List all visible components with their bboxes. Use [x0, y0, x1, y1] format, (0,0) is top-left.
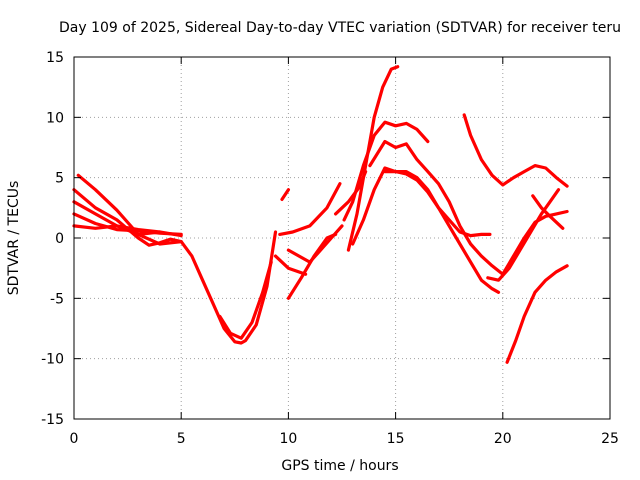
series-group — [72, 65, 569, 364]
grid — [74, 57, 610, 419]
y-axis-label: SDTVAR / TECUs — [6, 181, 22, 296]
series-line-arc-19 — [486, 188, 561, 282]
x-tick-label: 15 — [387, 431, 405, 447]
x-tick-labels: 0 5 10 15 20 25 — [70, 431, 619, 447]
x-tick-label: 25 — [601, 431, 619, 447]
series-line-arc-16 — [351, 166, 501, 294]
series-line-arc-21 — [531, 194, 565, 230]
series-line-arc-13 — [346, 65, 400, 252]
x-tick-label: 10 — [279, 431, 297, 447]
series-line-arc-18 — [462, 113, 569, 188]
series-line-arc-9 — [273, 254, 308, 276]
series-line-arc-5 — [72, 224, 162, 234]
chart-title: Day 109 of 2025, Sidereal Day-to-day VTE… — [59, 20, 621, 36]
series-line-arc-7 — [280, 188, 290, 201]
series-line-arc-17 — [383, 170, 492, 238]
x-tick-label: 20 — [494, 431, 512, 447]
series-line-arc-15 — [368, 139, 505, 276]
series-line-arc-20 — [501, 209, 569, 276]
series-line-arc-22 — [505, 264, 569, 364]
y-tick-label: -10 — [41, 352, 64, 368]
series-line-arc-8 — [278, 182, 342, 236]
series-line-arc-10 — [286, 232, 338, 300]
series-line-arc-11 — [286, 224, 344, 264]
series-line-arc-6 — [218, 260, 273, 340]
x-axis-label: GPS time / hours — [281, 458, 398, 474]
series-line-arc-14 — [342, 120, 430, 222]
x-tick-label: 0 — [70, 431, 79, 447]
y-tick-label: 15 — [46, 50, 64, 66]
y-tick-labels: -15 -10 -5 0 5 10 15 — [41, 50, 64, 428]
y-tick-label: 10 — [46, 110, 64, 126]
series-line-arc-4 — [72, 212, 183, 236]
y-tick-label: -15 — [41, 412, 64, 428]
series-line-arc-2 — [72, 188, 183, 247]
y-tick-label: 0 — [55, 231, 64, 247]
series-line-arc-1 — [76, 173, 278, 345]
y-tick-label: 5 — [55, 171, 64, 187]
x-tick-label: 5 — [177, 431, 186, 447]
y-tick-label: -5 — [50, 291, 64, 307]
axis-ticks — [73, 56, 611, 420]
